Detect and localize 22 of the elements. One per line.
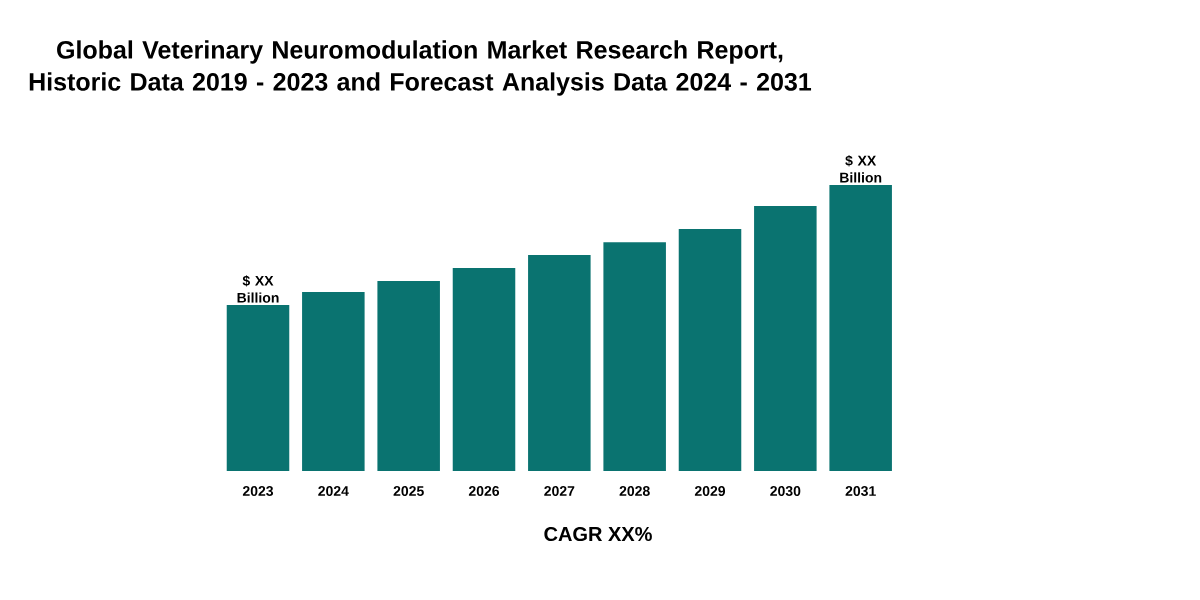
bar — [226, 305, 290, 471]
x-tick-label: 2030 — [770, 486, 801, 496]
annotation: $ XX Billion — [840, 155, 882, 183]
bar — [678, 229, 742, 471]
x-tick-label: 2024 — [318, 486, 349, 496]
chart-title: Global Veterinary Neuromodulation Market Research Report, Historic Data 2019 - 2023 and Forecast Analysis Data 2024 - 2031 — [29, 40, 812, 96]
bar — [754, 205, 817, 471]
x-tick-label: 2027 — [544, 486, 575, 496]
bar — [452, 267, 516, 471]
bar — [603, 242, 666, 471]
bar — [528, 255, 591, 471]
bar — [377, 281, 440, 471]
x-tick-label: 2026 — [468, 486, 500, 496]
bar — [302, 291, 365, 471]
annotation: $ XX Billion — [237, 275, 279, 303]
x-tick-label: 2023 — [242, 486, 274, 496]
x-tick-label: 2025 — [393, 486, 424, 496]
x-tick-label: 2031 — [845, 486, 876, 496]
x-tick-label: 2029 — [694, 486, 726, 496]
text: CAGR XX% — [544, 526, 652, 542]
x-tick-label: 2028 — [619, 486, 650, 496]
bar — [829, 185, 892, 471]
